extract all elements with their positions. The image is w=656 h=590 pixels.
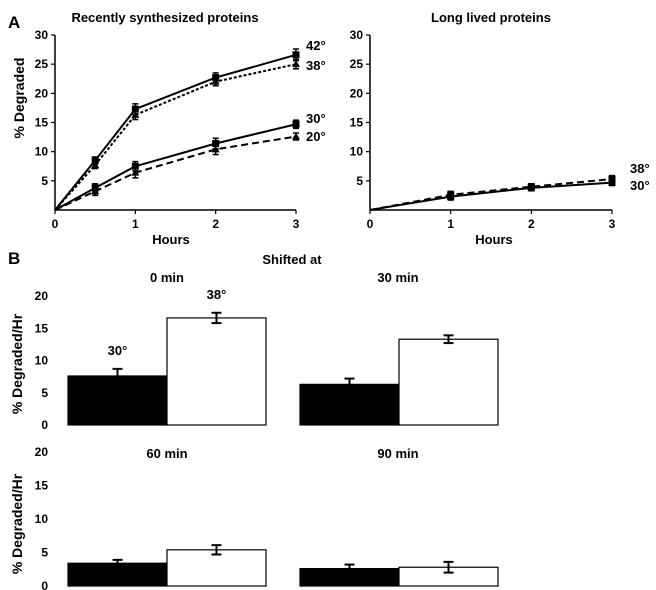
data-point bbox=[131, 110, 140, 118]
x-axis-title: Hours bbox=[475, 232, 513, 247]
x-tick-label: 3 bbox=[609, 217, 616, 231]
x-tick-label: 3 bbox=[293, 217, 300, 231]
data-point bbox=[131, 168, 140, 176]
y-tick-label: 0 bbox=[41, 579, 48, 590]
series-line bbox=[54, 123, 297, 211]
series-2: 30° bbox=[54, 111, 326, 211]
y-tick-label: 5 bbox=[41, 386, 48, 400]
series-label: 30° bbox=[306, 111, 326, 126]
series-line bbox=[54, 63, 297, 211]
x-tick-label: 0 bbox=[367, 217, 374, 231]
data-point bbox=[292, 132, 300, 140]
series-1: 38° bbox=[54, 58, 326, 211]
y-tick-label: 20 bbox=[350, 86, 364, 100]
bar-open bbox=[398, 338, 499, 426]
x-axis-title: Hours bbox=[152, 232, 190, 247]
series-label: 30° bbox=[630, 178, 650, 193]
data-point bbox=[91, 156, 99, 164]
chart-recent: Recently synthesized proteins51015202530… bbox=[11, 10, 326, 247]
y-tick-label: 25 bbox=[350, 57, 364, 71]
data-point bbox=[292, 51, 300, 59]
y-tick-label: 10 bbox=[35, 354, 49, 368]
x-tick-label: 2 bbox=[528, 217, 535, 231]
y-tick-label: 20 bbox=[35, 289, 49, 303]
chart-shift90: 90 min bbox=[299, 446, 499, 587]
x-tick-label: 1 bbox=[132, 217, 139, 231]
data-point bbox=[211, 145, 220, 153]
y-tick-label: 5 bbox=[356, 174, 363, 188]
series-1: 30° bbox=[369, 178, 650, 211]
y-tick-label: 15 bbox=[35, 479, 49, 493]
chart-title: 60 min bbox=[146, 446, 187, 461]
y-tick-label: 15 bbox=[35, 116, 49, 130]
data-point bbox=[131, 105, 139, 113]
y-axis-title: % Degraded/Hr bbox=[9, 313, 25, 414]
y-tick-label: 10 bbox=[35, 145, 49, 159]
category-label: 30° bbox=[108, 343, 128, 358]
x-tick-label: 2 bbox=[212, 217, 219, 231]
y-tick-label: 15 bbox=[350, 116, 364, 130]
chart-title: 90 min bbox=[377, 446, 418, 461]
y-tick-label: 5 bbox=[41, 546, 48, 560]
x-tick-label: 1 bbox=[447, 217, 454, 231]
chart-shift60: 60 min 0 5 10 15 20 % Degraded/Hr bbox=[9, 445, 267, 590]
charts-layer: Recently synthesized proteins51015202530… bbox=[9, 10, 650, 590]
data-point bbox=[292, 120, 300, 128]
chart-title: Recently synthesized proteins bbox=[71, 10, 258, 25]
y-tick-label: 25 bbox=[35, 57, 49, 71]
panel-letter-a: A bbox=[8, 13, 20, 32]
bar-open bbox=[166, 317, 267, 426]
data-point bbox=[292, 60, 300, 68]
chart-shift0: 0 min 0 5 10 15 20 % Degraded/Hr 30° 38° bbox=[9, 270, 267, 432]
y-tick-label: 10 bbox=[35, 512, 49, 526]
series-line bbox=[54, 135, 297, 211]
chart-title: 30 min bbox=[377, 270, 418, 285]
y-tick-label: 30 bbox=[35, 28, 49, 42]
y-tick-label: 0 bbox=[41, 418, 48, 432]
x-tick-label: 0 bbox=[52, 217, 59, 231]
series-label: 20° bbox=[306, 129, 326, 144]
y-tick-label: 20 bbox=[35, 445, 49, 459]
panel-b-header: Shifted at bbox=[262, 252, 322, 267]
series-label: 38° bbox=[306, 58, 326, 73]
chart-shift30: 30 min bbox=[299, 270, 499, 426]
y-tick-label: 15 bbox=[35, 321, 49, 335]
data-point bbox=[608, 179, 616, 187]
y-axis-title: % Degraded bbox=[11, 58, 27, 139]
category-label: 38° bbox=[207, 287, 227, 302]
data-point bbox=[211, 77, 220, 85]
data-point bbox=[527, 184, 535, 192]
y-tick-label: 30 bbox=[350, 28, 364, 42]
chart-long: Long lived proteins 5 10 15 20 25 30 0 1 2 3 Hours 3… bbox=[350, 10, 650, 247]
y-tick-label: 5 bbox=[41, 174, 48, 188]
y-axis-title: % Degraded/Hr bbox=[9, 473, 25, 574]
data-point bbox=[91, 187, 100, 195]
chart-title: 0 min bbox=[150, 270, 184, 285]
data-point bbox=[131, 162, 139, 170]
series-label: 42° bbox=[306, 38, 326, 53]
y-tick-label: 20 bbox=[35, 86, 49, 100]
bar-filled bbox=[67, 375, 168, 426]
series-label: 38° bbox=[630, 161, 650, 176]
series-line bbox=[369, 181, 613, 211]
series-line bbox=[369, 178, 613, 211]
y-tick-label: 10 bbox=[350, 145, 364, 159]
panel-letter-b: B bbox=[8, 249, 20, 268]
chart-title: Long lived proteins bbox=[431, 10, 551, 25]
data-point bbox=[447, 193, 455, 201]
series-3: 20° bbox=[54, 129, 326, 211]
data-point bbox=[91, 161, 100, 169]
